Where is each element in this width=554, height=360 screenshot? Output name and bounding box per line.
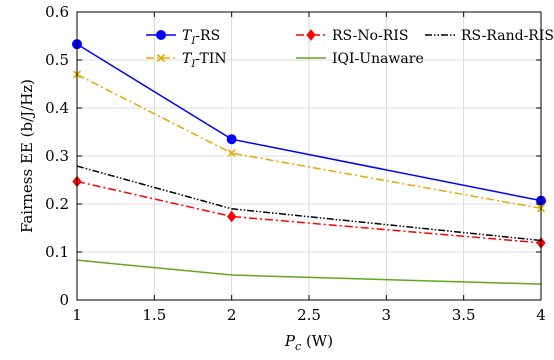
x-tick-label: 2 [227, 306, 237, 324]
legend-label: TI-RS [182, 28, 220, 47]
y-tick-label: 0.4 [45, 99, 69, 117]
legend-label: IQI-Unaware [332, 51, 424, 67]
y-tick-label: 0.5 [45, 51, 69, 69]
x-tick-label: 1.5 [142, 306, 166, 324]
legend-entry-3: TI-TIN [146, 51, 227, 70]
x-axis-label: Pc (W) [284, 332, 333, 353]
series-point [227, 210, 237, 223]
series-line [76, 165, 542, 242]
y-axis-label: Fairness EE (b/J/Hz) [18, 79, 36, 233]
legend-entry-0: TI-RS [146, 28, 220, 47]
x-tick-label: 3.5 [452, 306, 476, 324]
legend-marker [306, 29, 316, 41]
legend-label: RS-No-RIS [332, 28, 408, 44]
x-tick-label: 1 [72, 306, 82, 324]
series-4 [76, 259, 542, 285]
y-tick-label: 0.6 [45, 3, 69, 21]
y-tick-label: 0 [59, 291, 69, 309]
legend-label: TI-TIN [182, 51, 227, 70]
series-2 [76, 165, 542, 242]
x-tick-label: 4 [536, 306, 546, 324]
legend-marker [156, 53, 166, 63]
series-point [227, 149, 236, 158]
y-tick-label: 0.3 [45, 147, 69, 165]
legend-entry-2: RS-Rand-RIS [425, 28, 554, 44]
x-tick-label: 3 [382, 306, 392, 324]
legend: TI-RS RS-No-RIS RS-Rand-RIS TI-TIN IQI-Unawa… [146, 28, 554, 70]
series-line [76, 259, 542, 285]
legend-label: RS-Rand-RIS [461, 28, 554, 44]
x-tick-label: 2.5 [297, 306, 321, 324]
legend-marker [156, 30, 166, 40]
legend-entry-4: IQI-Unaware [296, 51, 424, 67]
series-line [76, 180, 542, 244]
y-tick-label: 0.2 [45, 195, 69, 213]
y-tick-label: 0.1 [45, 243, 69, 261]
grid [76, 11, 542, 301]
legend-entry-1: RS-No-RIS [296, 28, 408, 44]
series-point [226, 134, 237, 145]
ticks: 1 1.5 2 2.5 3 3.5 4 0 0.1 0.2 0.3 0.4 0.5 0.6 [45, 3, 546, 324]
